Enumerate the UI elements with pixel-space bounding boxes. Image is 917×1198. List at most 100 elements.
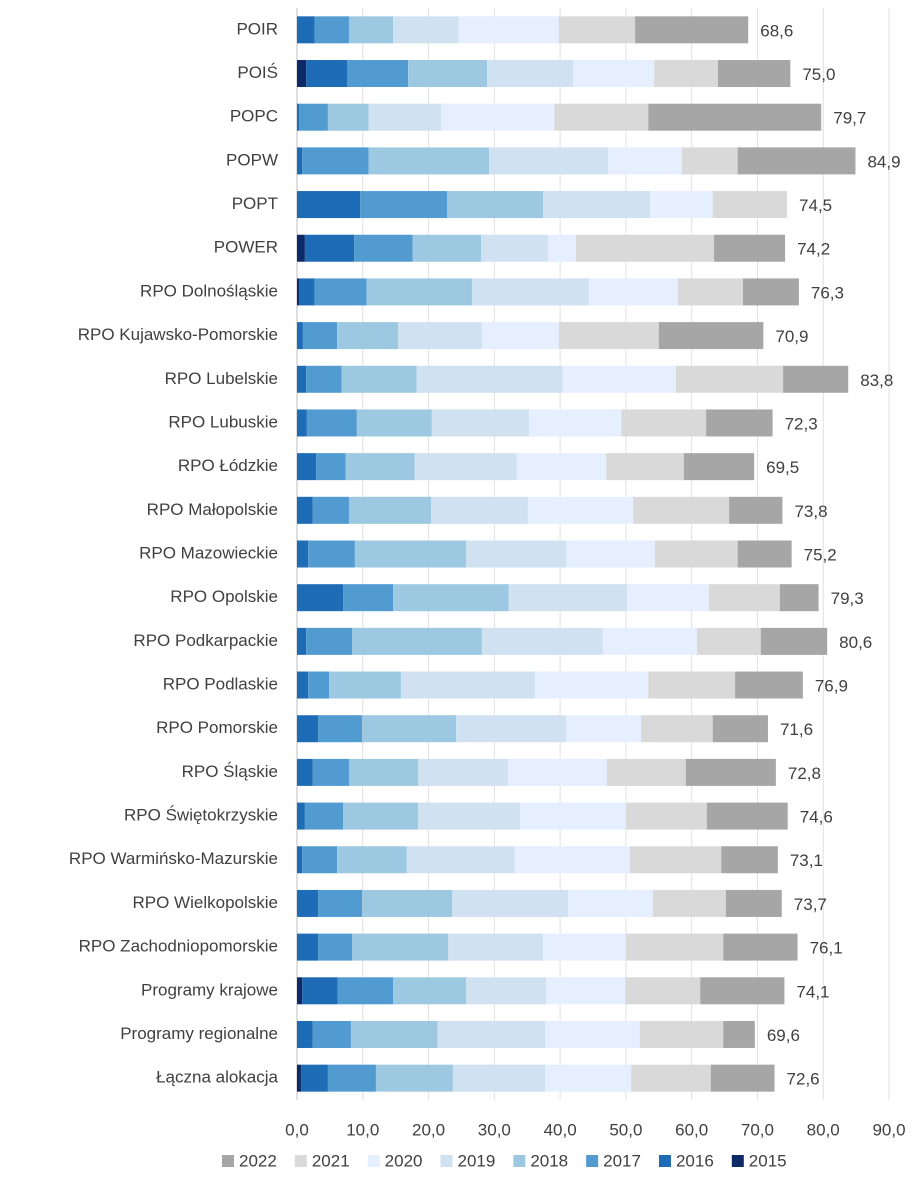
bar-segment xyxy=(606,758,686,786)
bar-segment xyxy=(297,234,305,262)
bar-segment xyxy=(441,103,555,131)
bar-segment xyxy=(302,147,369,175)
bar-segment xyxy=(700,977,785,1005)
bar-segment xyxy=(627,584,709,612)
bar-segment xyxy=(779,584,819,612)
category-label: RPO Pomorskie xyxy=(156,718,278,737)
legend-swatch xyxy=(222,1155,234,1167)
bar-segment xyxy=(544,1020,640,1048)
bar-segment xyxy=(366,278,472,306)
legend-swatch xyxy=(294,1155,307,1167)
bar-segment xyxy=(458,16,559,44)
bar-segment xyxy=(677,278,743,306)
bar-segment xyxy=(481,234,549,262)
category-label: RPO Dolnośląskie xyxy=(140,281,278,300)
bar-segment xyxy=(568,889,653,917)
category-label: POPC xyxy=(230,107,278,126)
bar-segment xyxy=(348,496,432,524)
legend-label: 2019 xyxy=(457,1151,495,1170)
bar-segment xyxy=(712,715,768,743)
bar-segment xyxy=(304,234,355,262)
total-label: 75,0 xyxy=(802,65,835,84)
bar-segment xyxy=(783,365,849,393)
bar-segment xyxy=(648,671,736,699)
bar-segment xyxy=(696,627,761,655)
bar-segment xyxy=(368,147,490,175)
bar-segment xyxy=(650,191,713,219)
bar-segment xyxy=(516,453,607,481)
bar-segment xyxy=(348,758,419,786)
bar-segment xyxy=(621,409,707,437)
bar-segment xyxy=(308,671,330,699)
total-label: 80,6 xyxy=(839,633,872,652)
bar-segment xyxy=(297,103,299,131)
bar-segment xyxy=(316,453,346,481)
total-label: 74,6 xyxy=(800,808,833,827)
bar-segment xyxy=(297,802,305,830)
category-label: POIŚ xyxy=(237,63,278,82)
category-label: RPO Zachodniopomorskie xyxy=(79,937,278,956)
bar-segment xyxy=(466,540,567,568)
bar-segment xyxy=(606,453,684,481)
category-label: Programy regionalne xyxy=(120,1024,278,1043)
bar-segment xyxy=(327,1064,376,1092)
bar-segment xyxy=(543,191,651,219)
bar-segment xyxy=(345,453,415,481)
bar-segment xyxy=(406,846,515,874)
bar-segment xyxy=(348,16,394,44)
total-label: 74,2 xyxy=(797,240,830,259)
x-tick-label: 70,0 xyxy=(741,1120,774,1139)
bar-segment xyxy=(306,627,353,655)
category-label: RPO Podlaskie xyxy=(163,675,278,694)
bar-segment xyxy=(529,409,622,437)
bar-segment xyxy=(350,1020,438,1048)
bar-segment xyxy=(681,147,738,175)
bar-segment xyxy=(535,671,649,699)
total-label: 73,1 xyxy=(790,851,823,870)
total-label: 79,3 xyxy=(831,589,864,608)
total-label: 74,1 xyxy=(796,982,829,1001)
bar-segment xyxy=(489,147,609,175)
bar-segment xyxy=(412,234,482,262)
legend-label: 2018 xyxy=(530,1151,568,1170)
bar-segment xyxy=(641,715,713,743)
bar-segment xyxy=(297,191,361,219)
bar-segment xyxy=(416,365,563,393)
bar-segment xyxy=(302,977,338,1005)
total-label: 72,8 xyxy=(788,764,821,783)
total-label: 68,6 xyxy=(760,21,793,40)
bar-segment xyxy=(558,322,659,350)
bar-segment xyxy=(337,977,394,1005)
total-label: 72,6 xyxy=(787,1070,820,1089)
x-tick-label: 20,0 xyxy=(412,1120,445,1139)
bar-segment xyxy=(337,322,399,350)
bar-segment xyxy=(487,60,574,88)
x-tick-label: 10,0 xyxy=(346,1120,379,1139)
bar-segment xyxy=(431,409,530,437)
bar-segment xyxy=(466,977,547,1005)
bar-segment xyxy=(566,715,642,743)
total-label: 72,3 xyxy=(785,414,818,433)
bar-segment xyxy=(343,802,419,830)
category-label: RPO Kujawsko-Pomorskie xyxy=(78,325,278,344)
bar-segment xyxy=(418,802,520,830)
bar-segment xyxy=(297,147,303,175)
bar-segment xyxy=(341,365,417,393)
category-label: POPT xyxy=(232,194,278,213)
legend-swatch xyxy=(586,1155,599,1167)
bar-segment xyxy=(297,584,344,612)
total-label: 79,7 xyxy=(833,109,866,128)
category-label: RPO Małopolskie xyxy=(147,500,278,519)
bar-segment xyxy=(312,1020,351,1048)
bar-segment xyxy=(352,933,449,961)
bar-segment xyxy=(327,103,369,131)
bar-segment xyxy=(706,409,773,437)
bar-segment xyxy=(481,322,559,350)
bar-segment xyxy=(308,540,355,568)
bar-segment xyxy=(675,365,784,393)
bar-segment xyxy=(318,933,353,961)
x-tick-label: 40,0 xyxy=(544,1120,577,1139)
total-label: 83,8 xyxy=(860,371,893,390)
legend-swatch xyxy=(440,1155,453,1167)
bar-segment xyxy=(314,16,349,44)
